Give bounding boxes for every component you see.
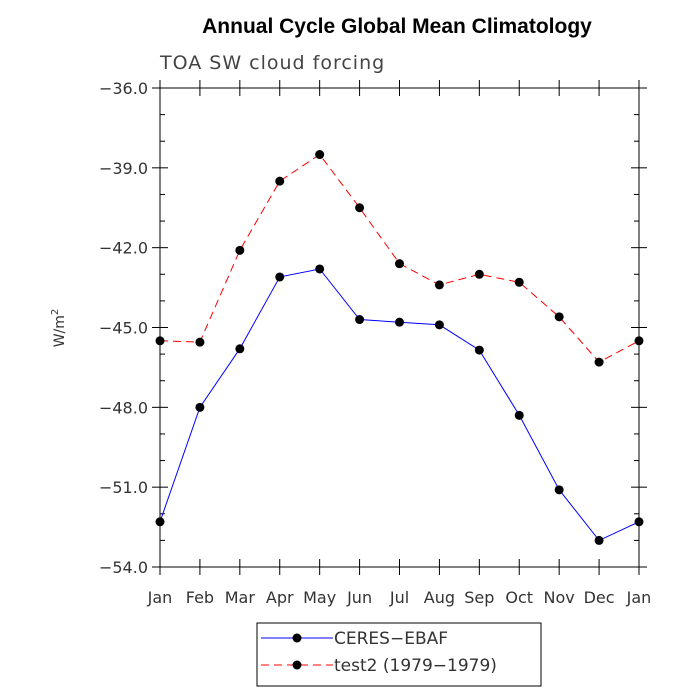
data-point (594, 357, 604, 367)
data-point (634, 517, 644, 527)
legend-box (256, 622, 542, 687)
chart-subtitle: TOA SW cloud forcing (159, 52, 385, 74)
data-point (514, 410, 524, 420)
x-tick-label: Apr (266, 588, 294, 607)
data-point (155, 517, 165, 527)
data-point (434, 280, 444, 290)
x-tick-label: Nov (544, 588, 575, 607)
data-point (195, 337, 205, 347)
x-tick-label: Jan (626, 588, 652, 607)
x-tick-label: May (303, 588, 336, 607)
x-tick-label: Mar (225, 588, 256, 607)
legend-label-test2: test2 (1979−1979) (334, 656, 497, 676)
data-point (355, 315, 365, 325)
chart-title: Annual Cycle Global Mean Climatology (202, 15, 592, 38)
x-tick-label: Jul (389, 588, 409, 607)
data-point (395, 259, 404, 269)
data-point (195, 402, 205, 412)
y-axis-label: W/m2 (50, 309, 68, 348)
x-tick-label: Dec (584, 588, 615, 607)
data-point (275, 176, 285, 186)
x-tick-label: Feb (186, 588, 214, 607)
y-tick-label: −42.0 (99, 239, 148, 258)
data-point (634, 336, 644, 346)
x-tick-label: Jun (346, 588, 372, 607)
legend-label-ceres: CERES−EBAF (334, 629, 448, 649)
legend: CERES−EBAF test2 (1979−1979) (256, 622, 542, 687)
data-point (474, 345, 484, 355)
y-tick-label: −36.0 (99, 79, 148, 98)
series-line-1 (159, 153, 640, 363)
x-tick-label: Jan (147, 588, 173, 607)
x-tick-label: Aug (424, 588, 455, 607)
y-tick-label: −45.0 (99, 319, 148, 338)
series-line-0 (159, 268, 640, 542)
data-point (594, 535, 604, 545)
data-point (235, 344, 245, 354)
plot-frame (159, 87, 640, 568)
data-point (395, 317, 404, 327)
legend-marker-test2 (292, 660, 302, 670)
legend-marker-ceres (292, 633, 302, 643)
x-tick-label: Oct (505, 588, 533, 607)
data-point (155, 336, 165, 346)
data-point (434, 320, 444, 330)
data-point (235, 245, 245, 255)
data-point (554, 312, 564, 322)
data-point (514, 277, 524, 287)
data-point (275, 272, 285, 282)
data-point (315, 150, 325, 160)
data-point (355, 203, 365, 213)
y-tick-labels: −36.0 −39.0 −42.0 −45.0 −48.0 −51.0 −54.0 (99, 79, 148, 577)
y-tick-label: −51.0 (99, 478, 148, 497)
x-tick-labels: Jan Feb Mar Apr May Jun Jul Aug Sep Oct Nov Dec Jan (147, 588, 652, 607)
y-tick-label: −54.0 (99, 558, 148, 577)
data-point (315, 264, 325, 274)
series-layer (155, 150, 644, 545)
x-tick-label: Sep (464, 588, 494, 607)
y-tick-label: −48.0 (99, 398, 148, 417)
data-point (474, 269, 484, 279)
y-tick-label: −39.0 (99, 159, 148, 178)
data-point (554, 485, 564, 495)
axis-ticks (152, 80, 647, 575)
